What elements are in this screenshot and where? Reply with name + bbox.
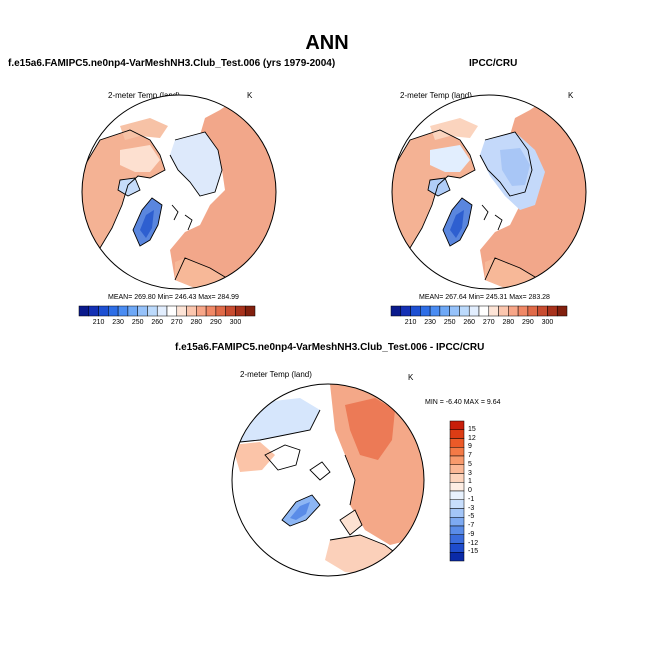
main-title: ANN [305, 32, 349, 54]
diff-colorbar-swatch [449, 525, 465, 535]
left-panel-header: f.e15a6.FAMIPC5.ne0np4-VarMeshNH3.Club_T… [8, 58, 336, 69]
left-canada-cool [120, 145, 160, 172]
right-field-label: 2-meter Temp (land) [400, 91, 472, 100]
left-units-label: K [247, 91, 253, 100]
diff-colorbar-tick-label: -15 [468, 548, 479, 556]
diff-colorbar-swatch [449, 429, 465, 439]
diff-colorbar-tick-label: 1 [468, 478, 472, 486]
colorbar-tick-label: 210 [92, 319, 105, 326]
colorbar-tick-label: 260 [463, 319, 476, 326]
right-arctic-islands [428, 178, 450, 196]
diff-colorbar-tick-label: -1 [468, 495, 475, 503]
left-siberia-cold [170, 132, 222, 196]
colorbar-swatch [556, 305, 568, 317]
right-colorbar-labels: 210 230 250 260 270 280 290 300 [391, 319, 567, 329]
diff-colorbar-swatch [449, 517, 465, 527]
colorbar-tick-label: 270 [170, 319, 183, 326]
diff-colorbar [449, 420, 465, 562]
colorbar-swatch [244, 305, 256, 317]
diff-colorbar-swatch [449, 552, 465, 562]
diff-colorbar-swatch [449, 447, 465, 457]
colorbar-tick-label: 300 [541, 319, 554, 326]
diff-colorbar-tick-label: -3 [468, 504, 475, 512]
diff-colorbar-swatch [449, 438, 465, 448]
right-alaska-land [430, 118, 478, 140]
right-siberia-core [500, 148, 530, 186]
left-colorbar [78, 305, 256, 317]
diff-colorbar-tick-label: 0 [468, 487, 472, 494]
diff-alaska-warm [232, 442, 275, 472]
colorbar-tick-label: 250 [131, 319, 144, 326]
left-greenland-core [140, 210, 154, 238]
colorbar-tick-label: 210 [404, 319, 417, 326]
colorbar-tick-label: 290 [522, 319, 534, 326]
right-units-label: K [568, 91, 574, 100]
colorbar-tick-label: 260 [151, 319, 164, 326]
diff-colorbar-tick-label: 5 [468, 460, 472, 468]
left-eurasia-land [170, 96, 276, 289]
diff-colorbar-tick-label: 12 [468, 434, 476, 442]
diff-colorbar-tick-label: -12 [468, 539, 479, 547]
right-colorbar [390, 305, 568, 317]
diff-minmax: MIN = -6.40 MAX = 9.64 [425, 399, 501, 406]
diff-colorbar-swatch [449, 543, 465, 553]
left-arctic-islands [118, 178, 140, 196]
colorbar-tick-label: 280 [190, 319, 203, 326]
colorbar-tick-label: 230 [424, 319, 436, 326]
diff-colorbar-tick-label: 9 [468, 443, 472, 451]
diff-greenland-core [290, 502, 310, 520]
left-field-label: 2-meter Temp (land) [108, 91, 180, 100]
diff-units-label: K [408, 373, 414, 382]
colorbar-tick-label: 230 [112, 319, 124, 326]
diff-siberia-hot [345, 398, 395, 460]
diff-scandinavia [340, 510, 362, 535]
right-stats: MEAN= 267.64 Min= 245.31 Max= 283.28 [419, 294, 550, 301]
left-colorbar-labels: 210 230 250 260 270 280 290 300 [79, 319, 255, 329]
colorbar-tick-label: 280 [502, 319, 515, 326]
diff-colorbar-swatch [449, 490, 465, 500]
diff-colorbar-swatch [449, 455, 465, 465]
right-greenland-core [450, 210, 464, 238]
diff-colorbar-tick-label: -9 [468, 530, 475, 538]
colorbar-tick-label: 250 [443, 319, 456, 326]
diff-colorbar-swatch [449, 508, 465, 518]
diff-colorbar-swatch [449, 420, 465, 430]
diff-colorbar-swatch [449, 534, 465, 544]
right-panel-header: IPCC/CRU [469, 58, 518, 69]
diff-colorbar-swatch [449, 464, 465, 474]
colorbar-tick-label: 270 [482, 319, 495, 326]
diff-colorbar-tick-label: 15 [468, 425, 476, 433]
diff-colorbar-tick-label: -5 [468, 513, 475, 521]
diff-colorbar-tick-label: 3 [468, 469, 472, 477]
left-stats: MEAN= 269.80 Min= 246.43 Max= 284.99 [108, 294, 239, 301]
colorbar-tick-label: 290 [210, 319, 222, 326]
diff-colorbar-swatch [449, 499, 465, 509]
diff-field-label: 2-meter Temp (land) [240, 370, 312, 379]
diff-colorbar-swatch [449, 473, 465, 483]
diff-panel-header: f.e15a6.FAMIPC5.ne0np4-VarMeshNH3.Club_T… [175, 342, 485, 353]
diff-colorbar-swatch [449, 482, 465, 492]
diff-colorbar-tick-label: -7 [468, 522, 475, 529]
diff-colorbar-tick-label: 7 [468, 452, 472, 459]
colorbar-tick-label: 300 [229, 319, 242, 326]
right-canada-cool [430, 145, 470, 172]
left-alaska-land [120, 118, 168, 140]
